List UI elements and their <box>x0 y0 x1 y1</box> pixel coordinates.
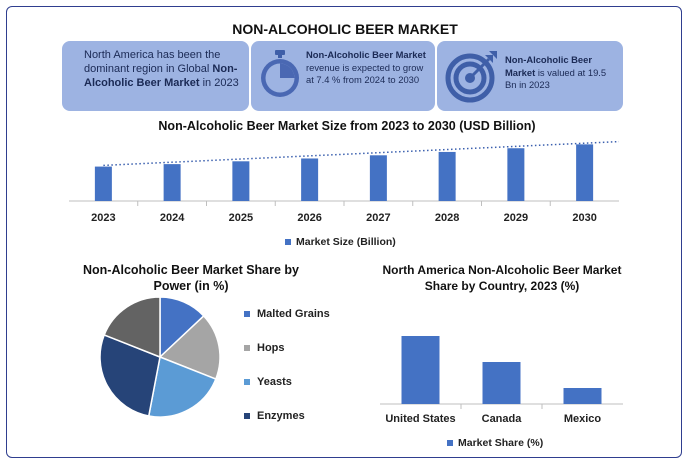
country-share-bar-chart: United States Canada Mexico <box>380 336 623 425</box>
bar <box>369 155 387 201</box>
legend-swatch <box>244 311 250 317</box>
x-tick-label: 2028 <box>435 212 459 224</box>
growth-text-bold: Non-Alcoholic Beer Market <box>306 49 426 60</box>
growth-card: Non-Alcoholic Beer Market revenue is exp… <box>251 41 435 111</box>
x-tick-label: Mexico <box>564 413 602 425</box>
x-tick-label: 2023 <box>91 212 115 224</box>
x-tick-label: 2030 <box>572 212 596 224</box>
legend-swatch <box>244 345 250 351</box>
legend-swatch <box>244 413 250 419</box>
growth-text-post: revenue is expected to grow at 7.4 % fro… <box>306 61 424 86</box>
legend-swatch <box>447 440 453 446</box>
bar <box>438 151 456 201</box>
pie-legend-item: Enzymes <box>244 410 305 422</box>
infographic-frame: NON-ALCOHOLIC BEER MARKET North America … <box>6 6 682 458</box>
page-title: NON-ALCOHOLIC BEER MARKET <box>232 21 458 37</box>
pie-legend-label: Yeasts <box>257 376 292 388</box>
market-size-chart-title: Non-Alcoholic Beer Market Size from 2023… <box>158 119 536 133</box>
pie-legend-item: Yeasts <box>244 376 292 388</box>
pie-chart-title: Non-Alcoholic Beer Market Share by Power… <box>82 263 300 293</box>
pie-legend-item: Malted Grains <box>244 308 330 320</box>
x-tick-label: 2027 <box>366 212 390 224</box>
country-legend-label: Market Share (%) <box>458 437 544 449</box>
legend-swatch <box>244 379 250 385</box>
share-by-power-pie-chart <box>99 296 221 418</box>
market-size-legend-label: Market Size (Billion) <box>296 236 396 248</box>
pie-slice <box>103 296 161 359</box>
region-card: North America has been the dominant regi… <box>62 41 249 111</box>
target-icon <box>445 51 497 103</box>
bar <box>507 148 525 201</box>
country-chart-title: North America Non-Alcoholic Beer Market … <box>382 263 622 293</box>
x-tick-label: 2024 <box>160 212 185 224</box>
value-card: Non-Alcoholic Beer Market is valued at 1… <box>437 41 623 111</box>
bar <box>94 166 112 201</box>
bar <box>232 161 250 201</box>
pie-legend-label: Malted Grains <box>257 308 330 320</box>
value-text-post: is valued at 19.5 Bn in 2023 <box>505 66 607 91</box>
pie-legend-label: Enzymes <box>257 410 305 422</box>
bar <box>576 144 594 201</box>
region-text-pre: North America has been the dominant regi… <box>84 49 221 75</box>
x-tick-label: United States <box>385 413 455 425</box>
pie-legend-label: Hops <box>257 342 285 354</box>
pie-slice <box>147 355 217 418</box>
pie-slice <box>158 314 221 381</box>
x-tick-label: Canada <box>482 413 523 425</box>
region-text-bold: Non-Alcoholic Beer Market <box>84 63 238 89</box>
pie-legend-item: Hops <box>244 342 285 354</box>
stopwatch-icon <box>261 50 299 97</box>
x-tick-label: 2029 <box>504 212 528 224</box>
pie-slice <box>99 333 161 417</box>
market-size-legend: Market Size (Billion) <box>285 236 396 248</box>
market-size-bar-chart: 2023 2024 2025 2026 2027 2028 2029 2030 <box>69 140 620 224</box>
bar <box>163 164 181 201</box>
x-tick-label: 2026 <box>297 212 321 224</box>
x-tick-label: 2025 <box>229 212 253 224</box>
country-legend: Market Share (%) <box>447 437 543 449</box>
bar <box>482 362 521 404</box>
value-text-bold: Non-Alcoholic Beer Market <box>505 54 592 78</box>
bar <box>563 388 602 404</box>
bar <box>301 158 319 201</box>
trendline <box>103 140 620 167</box>
region-text-post: in 2023 <box>199 77 239 89</box>
bar <box>401 336 440 404</box>
legend-swatch <box>285 239 291 245</box>
